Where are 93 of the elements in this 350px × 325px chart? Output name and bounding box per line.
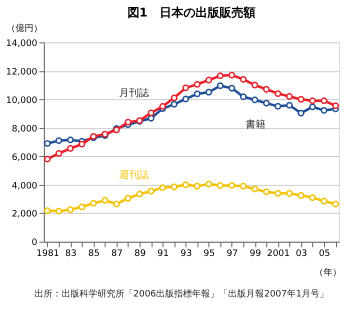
point bbox=[194, 90, 201, 98]
point bbox=[148, 188, 154, 195]
point bbox=[113, 200, 120, 208]
point bbox=[182, 96, 190, 102]
point bbox=[286, 102, 293, 109]
point bbox=[298, 96, 304, 103]
point bbox=[44, 156, 51, 163]
point bbox=[228, 72, 236, 78]
point bbox=[136, 190, 143, 198]
point bbox=[332, 200, 339, 208]
point bbox=[67, 145, 74, 152]
point bbox=[320, 107, 328, 114]
point bbox=[332, 102, 339, 110]
point bbox=[286, 93, 293, 100]
point bbox=[102, 197, 108, 204]
point bbox=[309, 194, 316, 201]
x-tick-label: 97 bbox=[226, 249, 238, 260]
point bbox=[55, 208, 62, 214]
point bbox=[216, 182, 224, 189]
point bbox=[240, 76, 247, 83]
point bbox=[320, 97, 328, 104]
y-tick-label: 12,000 bbox=[6, 67, 38, 78]
series-label: 書籍 bbox=[245, 118, 266, 131]
point bbox=[298, 192, 304, 199]
point bbox=[309, 97, 316, 104]
point bbox=[274, 102, 282, 110]
point bbox=[240, 93, 247, 100]
point bbox=[67, 206, 74, 214]
x-tick-label: 83 bbox=[65, 249, 77, 260]
y-axis-title: （億円） bbox=[6, 22, 42, 34]
point bbox=[298, 110, 304, 116]
point bbox=[148, 109, 154, 116]
x-tick-label: 85 bbox=[88, 249, 100, 260]
y-tick-label: 14,000 bbox=[6, 38, 38, 49]
x-tick-label: 1981 bbox=[36, 249, 60, 260]
point bbox=[67, 136, 74, 144]
point bbox=[159, 184, 166, 191]
point bbox=[44, 207, 51, 214]
point bbox=[251, 96, 258, 104]
x-tick-label: 2001 bbox=[267, 249, 290, 260]
point bbox=[170, 94, 178, 102]
point bbox=[309, 103, 316, 110]
point bbox=[194, 182, 201, 190]
point bbox=[205, 88, 212, 96]
y-tick-label: 8,000 bbox=[12, 124, 38, 134]
point bbox=[263, 188, 270, 196]
point bbox=[216, 82, 224, 90]
point bbox=[216, 72, 224, 80]
y-tick-label: 2,000 bbox=[12, 210, 38, 220]
x-tick-label: 87 bbox=[111, 249, 123, 260]
point bbox=[124, 118, 132, 126]
point bbox=[274, 190, 282, 197]
point bbox=[205, 180, 212, 188]
point bbox=[148, 114, 154, 122]
x-tick-label: 95 bbox=[204, 249, 215, 260]
series-label: 週刊誌 bbox=[119, 169, 150, 182]
y-tick-label: 4,000 bbox=[12, 181, 38, 192]
point bbox=[286, 190, 293, 197]
point bbox=[124, 194, 132, 202]
point bbox=[44, 140, 51, 147]
x-tick-label: 89 bbox=[134, 249, 146, 260]
x-tick-label: 91 bbox=[157, 249, 169, 260]
x-tick-label: 93 bbox=[180, 249, 192, 260]
point bbox=[90, 200, 97, 207]
point bbox=[182, 181, 190, 188]
x-tick-label: 05 bbox=[318, 249, 330, 260]
point bbox=[55, 137, 62, 144]
x-tick-label: 99 bbox=[250, 249, 262, 260]
point bbox=[251, 82, 258, 88]
point bbox=[251, 186, 258, 192]
point bbox=[263, 86, 270, 93]
point bbox=[228, 84, 236, 92]
point bbox=[78, 203, 86, 210]
x-tick-label: 03 bbox=[296, 249, 308, 260]
y-tick-label: 0 bbox=[32, 238, 38, 248]
x-axis-title: （年） bbox=[314, 267, 342, 278]
y-tick-label: 6,000 bbox=[12, 152, 38, 163]
point bbox=[55, 150, 62, 157]
point bbox=[274, 90, 282, 97]
point bbox=[320, 198, 328, 205]
point bbox=[194, 80, 201, 88]
point bbox=[78, 140, 86, 148]
point bbox=[170, 184, 178, 190]
point bbox=[182, 84, 190, 92]
point bbox=[240, 182, 247, 190]
point bbox=[263, 100, 270, 107]
series-label: 月刊誌 bbox=[119, 86, 150, 99]
point bbox=[205, 76, 212, 84]
text: 出所：出版科学研究所「2006出版指標年報」「出版月報2007年1月号」 bbox=[34, 288, 329, 300]
point bbox=[170, 100, 178, 108]
chart-title: 図1 日本の出版販売額 bbox=[127, 5, 256, 20]
point bbox=[228, 182, 236, 189]
y-tick-label: 10,000 bbox=[6, 96, 38, 106]
